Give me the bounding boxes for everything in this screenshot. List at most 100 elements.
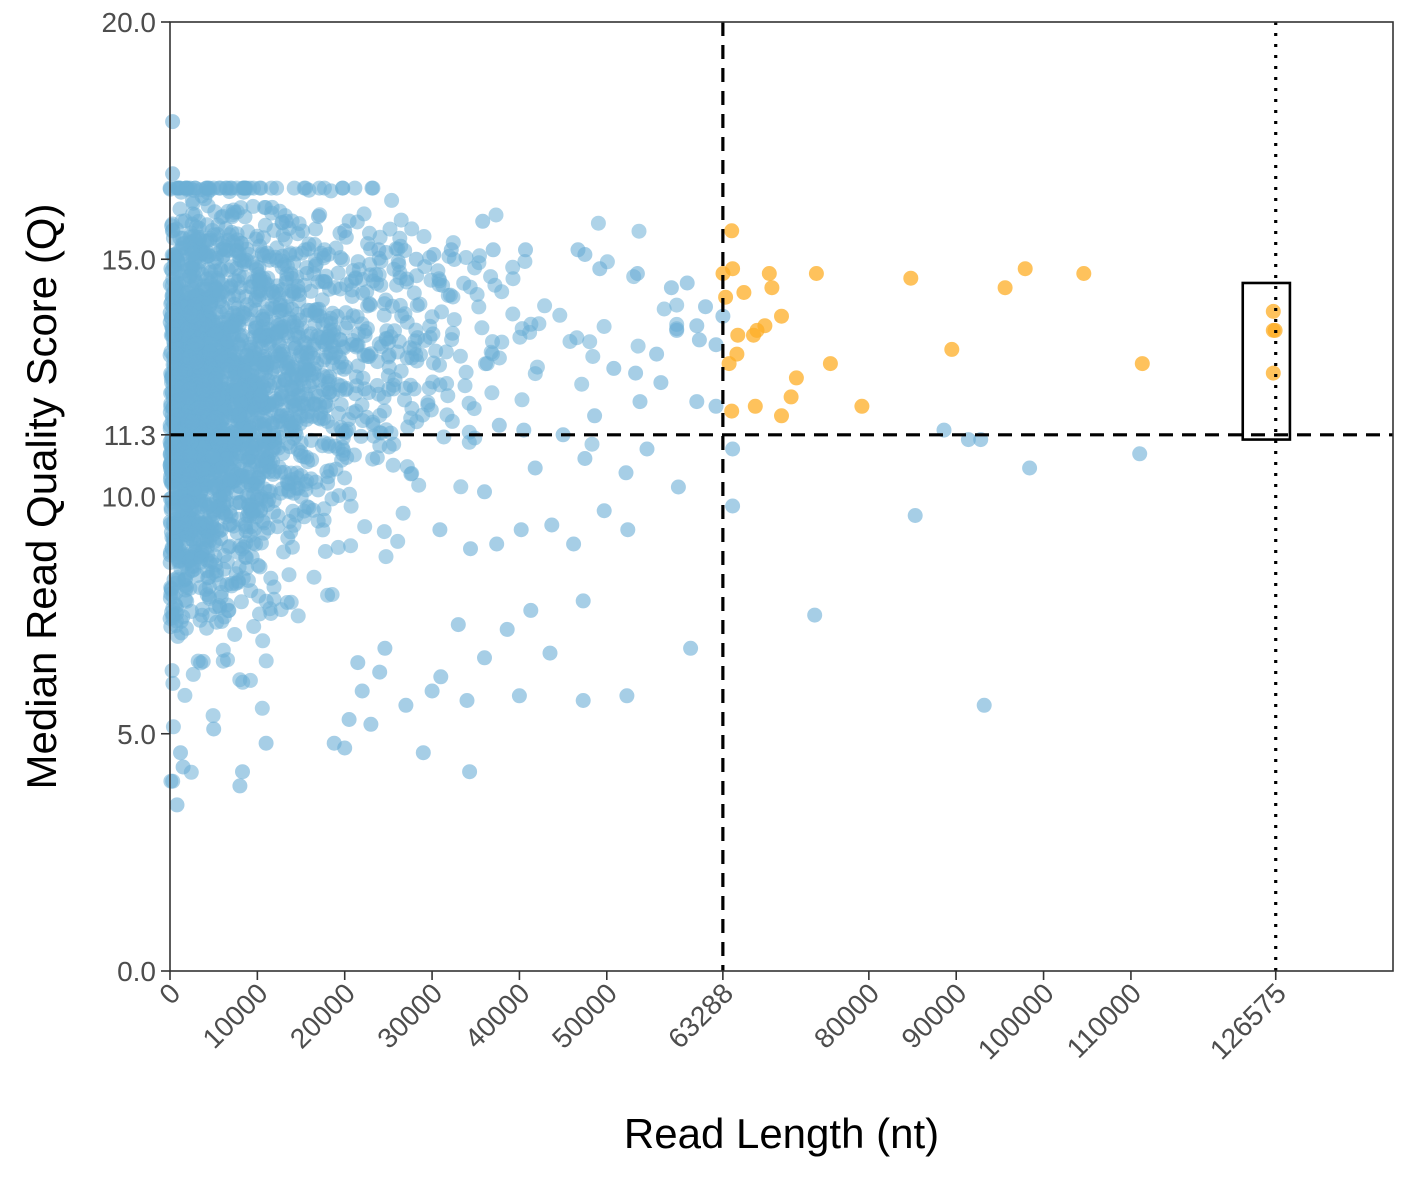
point (474, 320, 490, 336)
point (208, 282, 224, 298)
point (450, 617, 466, 633)
point (205, 414, 221, 430)
point (337, 740, 353, 756)
point (182, 552, 198, 568)
point (403, 410, 419, 426)
point (404, 221, 420, 237)
point (341, 712, 357, 727)
point (165, 773, 181, 789)
point (275, 446, 291, 461)
point (491, 350, 507, 366)
point (202, 344, 218, 360)
point (618, 465, 634, 481)
y-axis: 0.0 5.0 10.0 11.3 15.0 20.0 (102, 7, 170, 987)
point (227, 437, 243, 453)
x-tick-label: 63288 (662, 977, 739, 1054)
point (228, 317, 244, 333)
point (266, 504, 281, 520)
point-highlight (774, 308, 789, 324)
point (252, 606, 267, 622)
point (412, 296, 428, 312)
point (399, 274, 415, 290)
point (505, 306, 521, 322)
point (1132, 446, 1148, 462)
point (406, 381, 422, 397)
point (620, 522, 636, 538)
point (443, 242, 459, 258)
point (511, 688, 527, 704)
point (323, 183, 339, 199)
point (432, 522, 448, 538)
point (452, 348, 468, 364)
point (907, 508, 923, 523)
point (384, 192, 400, 208)
point (356, 347, 372, 363)
point (436, 429, 452, 445)
point (333, 397, 349, 412)
point (708, 398, 724, 414)
point (317, 274, 333, 289)
point (293, 435, 309, 451)
point (283, 465, 299, 481)
point (237, 209, 253, 225)
x-axis: 0 10000 20000 30000 40000 50000 63288 80000 9000… (153, 971, 1292, 1065)
point (575, 693, 591, 708)
point-highlight (1017, 261, 1033, 277)
point (499, 621, 515, 637)
point (335, 180, 350, 196)
point (484, 385, 500, 401)
point (306, 337, 322, 353)
point (619, 688, 635, 704)
point (243, 439, 259, 455)
point (807, 607, 823, 623)
point (458, 364, 474, 380)
point (246, 619, 262, 634)
point (182, 447, 198, 463)
point-highlight (764, 280, 780, 296)
point (213, 348, 229, 364)
point (195, 461, 211, 477)
point (404, 350, 420, 366)
point (233, 594, 249, 610)
point (390, 533, 406, 549)
point (562, 334, 578, 349)
point (566, 536, 582, 552)
point (256, 413, 272, 429)
point (189, 354, 205, 370)
point-highlight (854, 398, 870, 414)
point (350, 254, 366, 270)
point (227, 627, 243, 642)
point (330, 265, 346, 281)
point (263, 180, 279, 196)
point (220, 262, 236, 278)
point (245, 198, 261, 214)
point-highlight (761, 266, 777, 281)
point (185, 195, 201, 211)
point (365, 451, 381, 467)
point (663, 280, 679, 296)
point (258, 653, 274, 669)
point (285, 503, 301, 519)
point (372, 664, 388, 680)
point (279, 595, 295, 610)
point (207, 263, 223, 279)
point-highlight (724, 223, 740, 239)
point (308, 221, 323, 237)
point (295, 223, 311, 239)
point (198, 281, 213, 297)
point (552, 307, 568, 323)
point (544, 517, 560, 533)
point (288, 414, 304, 430)
point (387, 323, 402, 339)
point (382, 221, 398, 237)
point (255, 442, 271, 458)
point (238, 348, 254, 364)
point (168, 538, 184, 554)
point (606, 360, 622, 376)
point (584, 436, 600, 452)
point (343, 498, 359, 514)
point (258, 735, 274, 751)
point (307, 396, 323, 412)
point-highlight (1265, 303, 1281, 319)
point (356, 206, 372, 222)
